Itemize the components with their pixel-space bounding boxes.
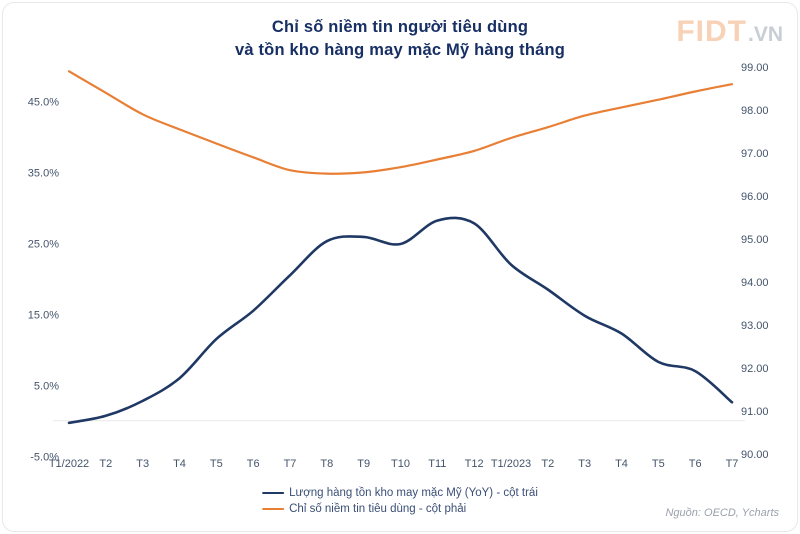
left-axis-tick-label: 35.0% (28, 167, 59, 179)
legend-row-confidence: Chỉ số niềm tin tiêu dùng - cột phải (262, 503, 538, 515)
chart-title: Chỉ số niềm tin người tiêu dùng và tồn k… (3, 16, 797, 62)
x-axis-tick-label: T2 (541, 458, 554, 470)
x-axis-tick-label: T4 (173, 458, 186, 470)
x-axis-tick-label: T2 (99, 458, 112, 470)
x-axis-tick-label: T11 (428, 458, 446, 470)
right-axis-tick-label: 98.00 (741, 105, 769, 117)
x-axis-tick-label: T7 (284, 458, 297, 470)
confidence-line-swatch (262, 507, 285, 511)
right-axis-tick-label: 91.00 (741, 406, 769, 418)
confidence-line (67, 70, 734, 175)
right-axis-tick-label: 96.00 (741, 191, 769, 203)
inventory-line-swatch (262, 491, 285, 495)
x-axis-tick-label: T8 (320, 458, 333, 470)
x-axis-tick-label: T10 (391, 458, 410, 470)
chart-title-line1: Chỉ số niềm tin người tiêu dùng (271, 18, 529, 36)
chart-title-line2: và tồn kho hàng may mặc Mỹ hàng tháng (234, 41, 566, 60)
x-axis-tick-label: T12 (465, 458, 484, 470)
x-axis-tick-label: T9 (357, 458, 370, 470)
confidence-legend-label: Chỉ số niềm tin tiêu dùng - cột phải (289, 503, 467, 515)
fidt-logo-suffix: .VN (747, 23, 783, 46)
x-axis-tick-label: T7 (726, 458, 739, 470)
left-axis-tick-label: 25.0% (28, 238, 59, 250)
x-axis-tick-label: T1/2023 (491, 458, 531, 470)
right-axis-tick-label: 97.00 (741, 148, 769, 160)
right-axis-tick-label: 99.00 (741, 62, 769, 74)
inventory-line (67, 216, 734, 425)
x-axis-tick-label: T5 (652, 458, 665, 470)
x-axis-tick-label: T3 (136, 458, 149, 470)
right-axis-tick-label: 95.00 (741, 234, 769, 246)
fidt-logo-brand: FIDT (676, 15, 747, 48)
inventory-legend-label: Lượng hàng tồn kho may mặc Mỹ (YoY) - cộ… (289, 487, 538, 499)
fidt-logo: FIDT .VN (676, 15, 783, 49)
legend-row-inventory: Lượng hàng tồn kho may mặc Mỹ (YoY) - cộ… (262, 487, 538, 499)
x-axis-tick-label: T5 (210, 458, 223, 470)
right-axis-tick-label: 93.00 (741, 320, 769, 332)
chart-canvas: 45.0% 35.0% 25.0% 15.0% 5.0% -5.0% 99.00 98.00 9… (28, 62, 769, 470)
left-axis-tick-label: 15.0% (28, 309, 59, 321)
source-note: Nguồn: OECD, Ycharts (665, 507, 779, 519)
x-axis-tick-label: T4 (615, 458, 628, 470)
left-axis-tick-label: 5.0% (34, 380, 59, 392)
left-axis-tick-label: -5.0% (30, 451, 59, 463)
right-axis-tick-label: 90.00 (741, 449, 769, 461)
x-axis-tick-label: T1/2022 (49, 458, 89, 470)
x-axis-tick-label: T6 (689, 458, 702, 470)
right-axis-tick-label: 94.00 (741, 277, 769, 289)
x-axis-tick-label: T3 (578, 458, 591, 470)
chart-legend: Lượng hàng tồn kho may mặc Mỹ (YoY) - cộ… (262, 487, 538, 515)
left-axis-tick-label: 45.0% (28, 96, 59, 108)
right-axis-tick-label: 92.00 (741, 363, 769, 375)
x-axis-tick-label: T6 (247, 458, 260, 470)
